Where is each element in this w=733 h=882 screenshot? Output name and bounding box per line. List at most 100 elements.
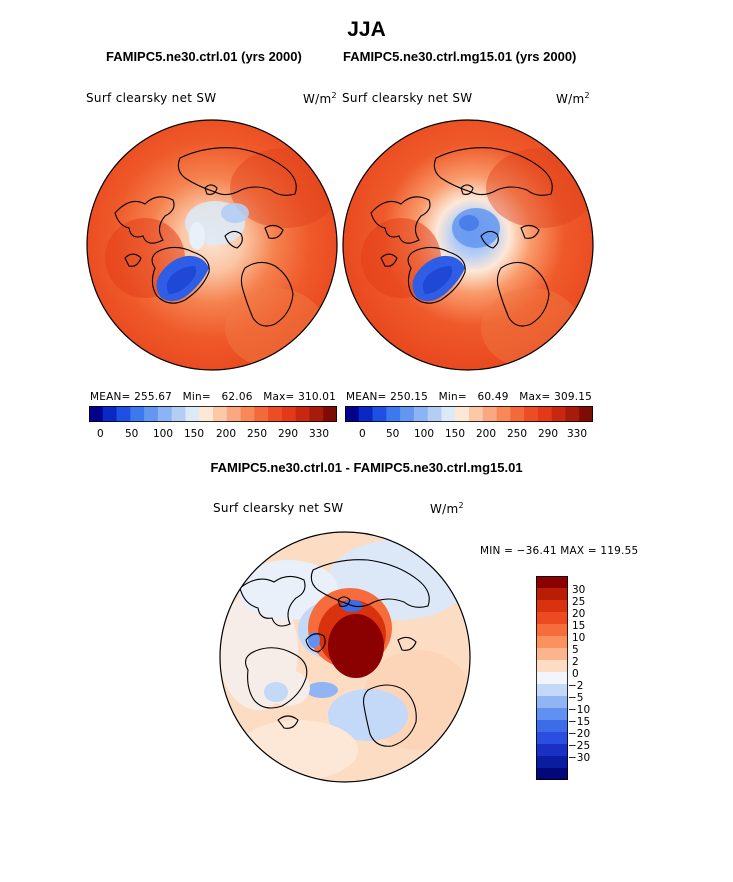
cbar-diff-swatch-4 (536, 624, 568, 637)
cbar-mg15-tick-1: 50 (386, 428, 400, 440)
main-title: JJA (347, 18, 386, 41)
field-label-diff: Surf clearsky net SW (213, 501, 344, 515)
cbar-mg15-tick-5: 250 (507, 428, 528, 440)
units-label-mg15: W/m2 (556, 91, 590, 106)
cbar-diff-swatch-12 (536, 720, 568, 733)
cbar-top-2-swatch-3 (386, 406, 401, 422)
colorbar-mg15 (345, 406, 593, 422)
cbar-diff-swatch-15 (536, 756, 568, 769)
colorbar-ctrl (89, 406, 337, 422)
cbar-top-2-swatch-8 (455, 406, 470, 422)
cbar-top-2-swatch-13 (524, 406, 539, 422)
cbar-mg15-tick-2: 100 (414, 428, 435, 440)
cbar-diff-tick-5: 5 (572, 644, 579, 656)
cbar-diff-tick-2: 20 (572, 608, 586, 620)
polar-map-mg15 (342, 119, 594, 371)
polar-map-ctrl (86, 119, 338, 371)
cbar-top-1-swatch-12 (254, 406, 269, 422)
cbar-diff-tick-13: −25 (568, 740, 591, 752)
cbar-top-1-swatch-9 (213, 406, 228, 422)
cbar-top-1-swatch-10 (226, 406, 242, 422)
field-label-ctrl: Surf clearsky net SW (86, 91, 217, 105)
cbar-top-1-swatch-0 (89, 406, 104, 422)
cbar-top-1-swatch-17 (323, 406, 337, 422)
cbar-top-1-swatch-1 (102, 406, 118, 422)
colorbar-ctrl-ticks: 0 50 100 150 200 250 290 330 (89, 428, 337, 442)
cbar-diff-tick-3: 15 (572, 620, 586, 632)
cbar-top-1-swatch-15 (295, 406, 310, 422)
cbar-top-2-swatch-5 (413, 406, 429, 422)
stats-mg15: MEAN= 250.15 Min= 60.49 Max= 309.15 (346, 391, 593, 403)
cbar-diff-swatch-14 (536, 744, 568, 757)
cbar-ctrl-tick-6: 290 (278, 428, 299, 440)
colorbar-mg15-ticks: 0 50 100 150 200 250 290 330 (345, 428, 593, 442)
field-label-mg15: Surf clearsky net SW (342, 91, 473, 105)
cbar-mg15-tick-6: 290 (538, 428, 559, 440)
cbar-top-2-swatch-10 (482, 406, 498, 422)
cbar-diff-swatch-8 (536, 672, 568, 685)
cbar-top-2-swatch-7 (441, 406, 456, 422)
cbar-top-1-swatch-3 (130, 406, 145, 422)
cbar-top-1-swatch-7 (185, 406, 200, 422)
cbar-mg15-tick-7: 330 (567, 428, 588, 440)
cbar-top-2-swatch-15 (551, 406, 566, 422)
cbar-top-1-swatch-14 (281, 406, 297, 422)
cbar-top-2-swatch-9 (469, 406, 484, 422)
units-label-ctrl: W/m2 (303, 91, 337, 106)
cbar-ctrl-tick-5: 250 (247, 428, 268, 440)
cbar-diff-tick-0: 30 (572, 584, 586, 596)
stats-ctrl: MEAN= 255.67 Min= 62.06 Max= 310.01 (90, 391, 337, 403)
cbar-top-1-swatch-6 (171, 406, 186, 422)
cbar-diff-swatch-13 (536, 732, 568, 745)
cbar-diff-swatch-5 (536, 636, 568, 649)
cbar-ctrl-tick-7: 330 (309, 428, 330, 440)
cbar-top-1-swatch-8 (199, 406, 214, 422)
cbar-ctrl-tick-4: 200 (216, 428, 237, 440)
stats-diff: MIN = −36.41 MAX = 119.55 (480, 545, 639, 557)
panel-title-ctrl: FAMIPC5.ne30.ctrl.01 (yrs 2000) (106, 49, 302, 64)
cbar-mg15-tick-0: 0 (359, 428, 366, 440)
cbar-ctrl-tick-3: 150 (184, 428, 205, 440)
cbar-top-2-swatch-12 (510, 406, 525, 422)
units-label-diff: W/m2 (430, 501, 464, 516)
cbar-diff-tick-1: 25 (572, 596, 586, 608)
cbar-diff-tick-7: 0 (572, 668, 579, 680)
cbar-diff-swatch-0 (536, 576, 568, 589)
cbar-diff-swatch-6 (536, 648, 568, 661)
cbar-diff-swatch-10 (536, 696, 568, 709)
cbar-ctrl-tick-1: 50 (125, 428, 139, 440)
cbar-diff-swatch-2 (536, 600, 568, 613)
cbar-diff-swatch-3 (536, 612, 568, 625)
panel-title-mg15: FAMIPC5.ne30.ctrl.mg15.01 (yrs 2000) (343, 49, 577, 64)
cbar-mg15-tick-4: 200 (476, 428, 497, 440)
cbar-diff-tick-8: −2 (568, 680, 584, 692)
cbar-top-1-swatch-13 (268, 406, 283, 422)
cbar-top-2-swatch-2 (372, 406, 387, 422)
cbar-top-2-swatch-16 (565, 406, 580, 422)
polar-map-diff (219, 531, 471, 783)
cbar-top-1-swatch-2 (116, 406, 131, 422)
cbar-diff-tick-10: −10 (568, 704, 591, 716)
cbar-ctrl-tick-0: 0 (97, 428, 104, 440)
colorbar-diff-ticks: 30 25 20 15 10 5 2 0 −2 −5 −10 −15 −20 −… (568, 584, 632, 784)
cbar-top-1-swatch-4 (144, 406, 159, 422)
cbar-diff-tick-11: −15 (568, 716, 591, 728)
cbar-diff-tick-6: 2 (572, 656, 579, 668)
cbar-diff-swatch-7 (536, 660, 568, 673)
cbar-top-2-swatch-4 (400, 406, 415, 422)
cbar-diff-tick-4: 10 (572, 632, 586, 644)
cbar-top-2-swatch-1 (358, 406, 374, 422)
cbar-top-1-swatch-16 (309, 406, 324, 422)
colorbar-diff (536, 576, 568, 780)
cbar-top-2-swatch-11 (496, 406, 511, 422)
cbar-diff-swatch-1 (536, 588, 568, 601)
cbar-diff-tick-12: −20 (568, 728, 591, 740)
cbar-top-2-swatch-6 (427, 406, 442, 422)
cbar-top-2-swatch-17 (579, 406, 593, 422)
diff-panel-title: FAMIPC5.ne30.ctrl.01 - FAMIPC5.ne30.ctrl… (210, 460, 523, 475)
cbar-top-2-swatch-0 (345, 406, 360, 422)
cbar-diff-swatch-16 (536, 768, 568, 780)
cbar-top-1-swatch-11 (240, 406, 255, 422)
cbar-top-1-swatch-5 (157, 406, 173, 422)
cbar-mg15-tick-3: 150 (445, 428, 466, 440)
